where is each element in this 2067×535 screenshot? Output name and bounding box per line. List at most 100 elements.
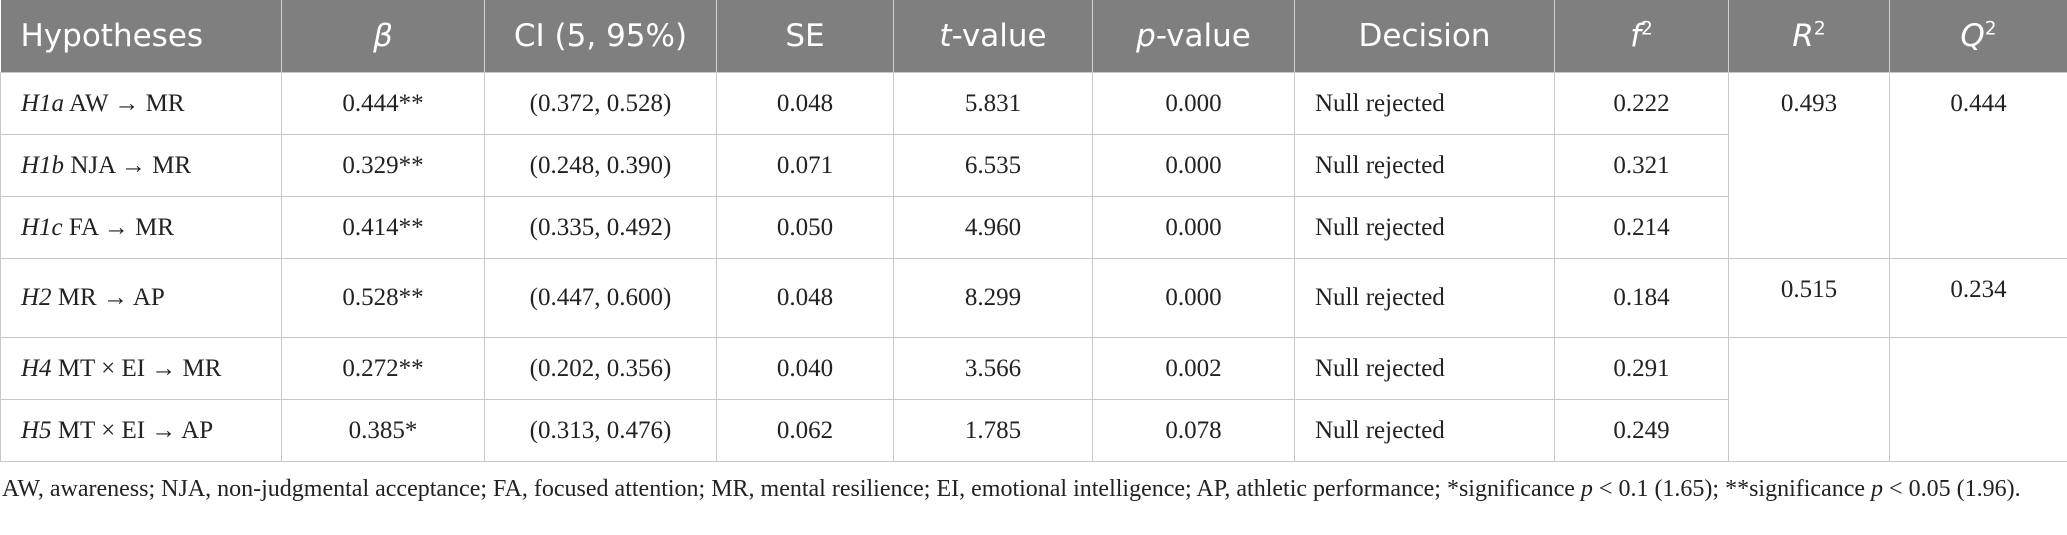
hypothesis-id: H1a: [21, 89, 65, 117]
column-header: Q2: [1889, 0, 2067, 73]
hypothesis-cell: H1c FA → MR: [0, 196, 282, 259]
table-cell: 0.214: [1554, 196, 1729, 259]
hypothesis-id: H1c: [21, 213, 63, 241]
table-cell: Null rejected: [1294, 134, 1555, 197]
table-cell: 0.385*: [281, 399, 485, 462]
table-cell: 1.785: [893, 399, 1093, 462]
table-cell: 0.048: [716, 258, 894, 338]
header-text: SE: [785, 18, 825, 54]
hypothesis-cell: H5 MT × EI → AP: [0, 399, 282, 462]
table-row: H4 MT × EI → MR 0.272** (0.202, 0.356) 0.04…: [0, 337, 2067, 462]
table-cell: 0.000: [1092, 258, 1295, 338]
header-italic: f: [1630, 18, 1642, 54]
hypothesis-cell: H2 MR → AP: [0, 258, 282, 338]
header-italic: t: [939, 18, 952, 54]
table-cell: Null rejected: [1294, 337, 1555, 400]
column-header: SE: [716, 0, 894, 73]
table-cell: 0.050: [716, 196, 894, 259]
column-header: Decision: [1294, 0, 1555, 73]
header-text: CI (5, 95%): [513, 18, 688, 54]
table-row: H1c FA → MR 0.414** (0.335, 0.492) 0.050 4.9…: [0, 196, 2067, 259]
column-header: f2: [1554, 0, 1729, 73]
table-cell: 0.291: [1554, 337, 1729, 400]
q2-cell: 0.234: [1889, 258, 2067, 338]
hypothesis-path: FA → MR: [68, 213, 175, 241]
header-text: -value: [1155, 18, 1251, 54]
header-sup: 2: [1984, 18, 1997, 40]
column-header: R2: [1728, 0, 1890, 73]
footnote-text: < 0.05 (1.96).: [1883, 476, 2021, 502]
hypothesis-path: NJA → MR: [70, 151, 192, 179]
results-table: Hypotheses β CI (5, 95%) SE t-value p-value De…: [0, 0, 2067, 462]
table-cell: 0.444**: [281, 72, 485, 135]
hypothesis-id: H5: [21, 416, 52, 444]
table-cell: 0.062: [716, 399, 894, 462]
q2-cell: [1889, 337, 2067, 462]
header-sup: 2: [1813, 18, 1826, 40]
table-cell: 0.184: [1554, 258, 1729, 338]
r2-cell: 0.515: [1728, 258, 1890, 338]
table-cell: 0.078: [1092, 399, 1295, 462]
table-cell: Null rejected: [1294, 258, 1555, 338]
header-row: Hypotheses β CI (5, 95%) SE t-value p-value De…: [0, 0, 2067, 73]
table-cell: 6.535: [893, 134, 1093, 197]
column-header: CI (5, 95%): [484, 0, 717, 73]
hypothesis-path: MT × EI → MR: [57, 354, 222, 382]
hypothesis-cell: H1a AW → MR: [0, 72, 282, 135]
column-header: Hypotheses: [0, 0, 282, 73]
q2-cell: 0.444: [1889, 72, 2067, 259]
hypothesis-path: MR → AP: [57, 284, 165, 311]
r2-cell: [1728, 337, 1890, 462]
header-italic: p: [1136, 18, 1156, 54]
table-cell: (0.313, 0.476): [484, 399, 717, 462]
table-cell: 0.329**: [281, 134, 485, 197]
table-row: H1a AW → MR 0.444** (0.372, 0.528) 0.048 5.8…: [0, 72, 2067, 259]
table-cell: Null rejected: [1294, 196, 1555, 259]
table-cell: 0.272**: [281, 337, 485, 400]
header-italic: R: [1792, 18, 1814, 54]
table-cell: 0.249: [1554, 399, 1729, 462]
footnote-text: p: [1580, 476, 1593, 502]
hypothesis-id: H4: [21, 354, 52, 382]
r2-cell: 0.493: [1728, 72, 1890, 259]
header-italic: Q: [1960, 18, 1985, 54]
hypothesis-cell: H4 MT × EI → MR: [0, 337, 282, 400]
table-cell: 0.414**: [281, 196, 485, 259]
table-row: H2 MR → AP 0.528** (0.447, 0.600) 0.048 8.29…: [0, 258, 2067, 338]
table-cell: 0.048: [716, 72, 894, 135]
table-row: H1b NJA → MR 0.329** (0.248, 0.390) 0.071 6.…: [0, 134, 2067, 197]
table-cell: (0.335, 0.492): [484, 196, 717, 259]
hypothesis-id: H2: [21, 284, 52, 311]
table-cell: 4.960: [893, 196, 1093, 259]
table-cell: 0.071: [716, 134, 894, 197]
table-cell: 0.000: [1092, 134, 1295, 197]
table-body: H1a AW → MR 0.444** (0.372, 0.528) 0.048 5.8…: [0, 72, 2067, 462]
table-cell: (0.202, 0.356): [484, 337, 717, 400]
table-cell: 0.000: [1092, 196, 1295, 259]
table-cell: 0.040: [716, 337, 894, 400]
table-cell: 0.000: [1092, 72, 1295, 135]
hypothesis-path: MT × EI → AP: [57, 416, 214, 444]
table-cell: 8.299: [893, 258, 1093, 338]
column-header: p-value: [1092, 0, 1295, 73]
column-header: β: [281, 0, 485, 73]
table-row: H5 MT × EI → AP 0.385* (0.313, 0.476) 0.062…: [0, 399, 2067, 462]
hypothesis-id: H1b: [21, 151, 65, 179]
header-text: Hypotheses: [20, 18, 204, 54]
header-italic: β: [373, 18, 393, 54]
footnote-text: AW, awareness; NJA, non-judgmental accep…: [2, 476, 1581, 502]
column-header: t-value: [893, 0, 1093, 73]
table-cell: Null rejected: [1294, 399, 1555, 462]
table-cell: 0.528**: [281, 258, 485, 338]
hypothesis-path: AW → MR: [68, 89, 185, 117]
header-text: Decision: [1358, 18, 1491, 54]
table-cell: 3.566: [893, 337, 1093, 400]
table-cell: Null rejected: [1294, 72, 1555, 135]
table-cell: (0.248, 0.390): [484, 134, 717, 197]
table-cell: 0.002: [1092, 337, 1295, 400]
table-cell: 0.321: [1554, 134, 1729, 197]
footnote-text: p: [1871, 476, 1884, 502]
table-cell: (0.372, 0.528): [484, 72, 717, 135]
table-cell: (0.447, 0.600): [484, 258, 717, 338]
